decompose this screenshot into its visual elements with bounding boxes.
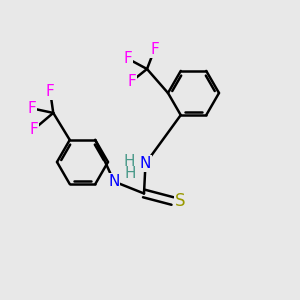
Text: H: H bbox=[123, 154, 135, 169]
Text: F: F bbox=[28, 101, 37, 116]
Text: F: F bbox=[29, 122, 38, 137]
Text: F: F bbox=[150, 42, 159, 57]
Text: N: N bbox=[108, 174, 120, 189]
Text: S: S bbox=[175, 192, 185, 210]
Text: F: F bbox=[46, 84, 55, 99]
Text: H: H bbox=[125, 167, 136, 182]
Text: N: N bbox=[140, 156, 151, 171]
Text: F: F bbox=[123, 51, 132, 66]
Text: F: F bbox=[128, 74, 136, 88]
